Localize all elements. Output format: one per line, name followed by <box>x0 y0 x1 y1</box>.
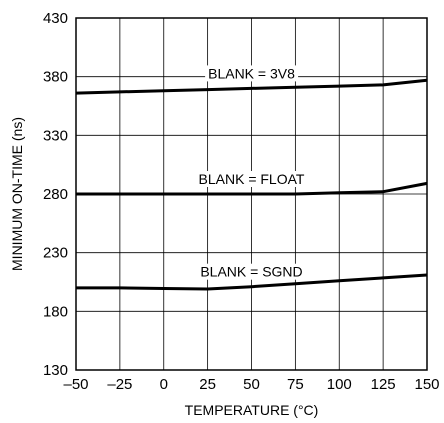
series-label-background <box>205 65 299 82</box>
y-tick-label: 380 <box>43 69 68 86</box>
y-tick-label: 430 <box>43 10 68 27</box>
series-lines <box>75 78 428 291</box>
y-tick-label: 130 <box>43 362 68 379</box>
series-line-1 <box>75 78 428 95</box>
x-tick-label: 100 <box>327 376 352 393</box>
x-tick-label: 50 <box>243 376 260 393</box>
x-tick-label: 25 <box>199 376 216 393</box>
x-tick-label: 75 <box>287 376 304 393</box>
series-label-background <box>195 171 308 187</box>
series-label-2: BLANK = FLOAT <box>199 171 305 187</box>
x-axis-label: TEMPERATURE (°C) <box>185 402 319 418</box>
series-label-1: BLANK = 3V8 <box>208 65 295 81</box>
series-line-2 <box>76 181 428 196</box>
series-label-background <box>197 263 306 280</box>
y-tick-label: 330 <box>43 127 68 144</box>
y-tick-labels: 130 180 230 280 330 380 430 <box>43 10 68 379</box>
y-axis-label: MINIMUM ON-TIME (ns) <box>9 117 25 271</box>
x-tick-label: 150 <box>414 376 439 393</box>
y-tick-label: 280 <box>43 186 68 203</box>
x-tick-label: –50 <box>63 376 88 393</box>
series-line-3 <box>76 273 428 291</box>
plot-frame <box>75 17 428 371</box>
x-tick-label: –25 <box>107 376 132 393</box>
x-tick-label: 125 <box>371 376 396 393</box>
y-tick-label: 230 <box>43 245 68 262</box>
y-tick-label: 180 <box>43 303 68 320</box>
series-label-3: BLANK = SGND <box>200 264 302 280</box>
series-labels: BLANK = 3V8 BLANK = FLOAT BLANK = SGND <box>195 65 308 280</box>
x-tick-labels: –50 –25 0 25 50 75 100 125 150 <box>63 376 439 393</box>
x-tick-label: 0 <box>160 376 168 393</box>
